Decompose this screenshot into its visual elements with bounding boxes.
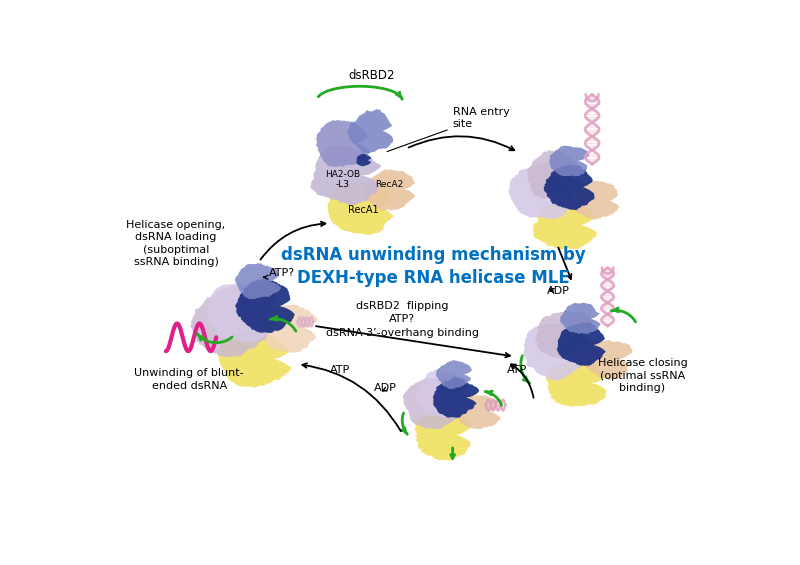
Polygon shape [433, 377, 479, 418]
Polygon shape [572, 180, 620, 220]
Text: Unwinding of blunt-
ended dsRNA: Unwinding of blunt- ended dsRNA [134, 368, 244, 391]
Polygon shape [523, 323, 586, 381]
Polygon shape [532, 203, 598, 250]
Text: dsRBD2: dsRBD2 [348, 69, 394, 82]
Text: dsRNA 3’-overhang binding: dsRNA 3’-overhang binding [326, 328, 478, 338]
Polygon shape [327, 182, 394, 235]
Polygon shape [546, 359, 606, 407]
Polygon shape [364, 170, 415, 211]
Text: HA2-OB
-L3: HA2-OB -L3 [325, 170, 360, 189]
Text: dsRBD2  flipping
ATP?: dsRBD2 flipping ATP? [356, 302, 449, 324]
Text: ATP: ATP [330, 364, 350, 375]
Polygon shape [508, 163, 578, 219]
Polygon shape [526, 150, 582, 200]
Polygon shape [259, 305, 318, 353]
Polygon shape [436, 360, 472, 389]
Text: ADP: ADP [374, 383, 397, 393]
Polygon shape [206, 281, 278, 342]
Polygon shape [316, 120, 370, 167]
Polygon shape [535, 311, 595, 359]
Text: Helicase closing
(optimal ssRNA
binding): Helicase closing (optimal ssRNA binding) [598, 358, 687, 393]
Polygon shape [402, 377, 465, 429]
Text: Helicase opening,
dsRNA loading
(suboptimal
ssRNA binding): Helicase opening, dsRNA loading (subopti… [126, 220, 226, 267]
Polygon shape [310, 145, 382, 205]
Text: ATP?: ATP? [269, 268, 295, 279]
Polygon shape [415, 369, 471, 418]
Polygon shape [557, 322, 606, 366]
Polygon shape [235, 263, 282, 299]
Polygon shape [217, 331, 291, 388]
Text: ATP: ATP [507, 364, 527, 375]
Text: ADP: ADP [547, 286, 570, 296]
Polygon shape [549, 146, 589, 176]
Text: RecA2: RecA2 [375, 180, 403, 189]
Polygon shape [347, 109, 394, 154]
Polygon shape [235, 279, 295, 333]
Polygon shape [560, 303, 601, 334]
Polygon shape [190, 285, 270, 358]
Polygon shape [543, 164, 594, 210]
Text: dsRNA unwinding mechanism by
DEXH-type RNA helicase MLE: dsRNA unwinding mechanism by DEXH-type R… [281, 246, 586, 287]
Polygon shape [414, 409, 471, 460]
Text: RecA1: RecA1 [348, 205, 379, 215]
Text: RNA entry
site: RNA entry site [387, 107, 510, 151]
Polygon shape [582, 340, 633, 380]
Polygon shape [357, 154, 371, 166]
Polygon shape [454, 395, 501, 429]
